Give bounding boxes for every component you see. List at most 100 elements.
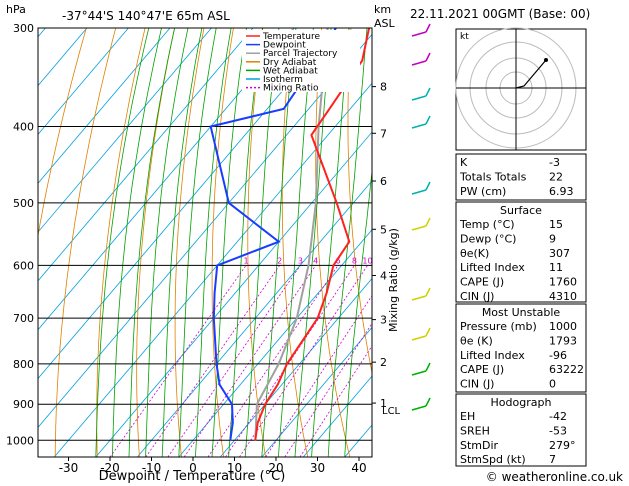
mixing-ratio-label: 2 (277, 256, 282, 265)
legend-label: Dewpoint (263, 41, 306, 51)
km-tick-label: 2 (380, 356, 387, 369)
km-tick-label: 8 (380, 81, 387, 94)
x-tick-label: -20 (100, 461, 120, 475)
dry-adiabat (174, 28, 205, 457)
pressure-tick-label: 500 (13, 197, 34, 210)
wet-adiabat (161, 28, 203, 457)
isotherm-line (178, 229, 372, 457)
mixing-ratio-label: 4 (313, 256, 318, 265)
temperature-line (254, 28, 371, 441)
plot-area: 1 2 3 4 6 8 10 15 20 25 (38, 16, 434, 457)
hodograph-table-value: -42 (549, 410, 567, 423)
x-tick-label: -10 (142, 461, 162, 475)
hodograph-point (544, 58, 548, 62)
hodograph-frame (455, 28, 587, 151)
surface-title: Surface (500, 204, 542, 217)
most-unstable-label: CAPE (J) (460, 363, 504, 376)
hodograph-table-value: 7 (549, 453, 556, 466)
index-label: K (460, 156, 468, 169)
km-tick-label: 1 (380, 397, 387, 410)
hodograph-trace (515, 59, 547, 89)
mixing-ratio-line (265, 294, 372, 457)
most-unstable-label: Lifted Index (460, 349, 525, 362)
x-tick-label: 30 (310, 461, 325, 475)
dry-adiabat (136, 28, 176, 457)
pressure-tick-label: 600 (13, 259, 34, 272)
surface-value: 1760 (549, 276, 577, 289)
surface-value: 4310 (549, 290, 577, 303)
km-tick-label: 3 (380, 314, 387, 327)
index-value: -3 (549, 156, 560, 169)
dry-adiabat (379, 16, 434, 457)
dry-adiabat (96, 28, 146, 457)
mixing-ratio-label: 20 (405, 256, 415, 265)
wind-barb (411, 87, 431, 101)
dry-adiabat (247, 28, 266, 457)
hodograph-table-label: StmDir (460, 439, 499, 452)
wind-barb (411, 287, 431, 301)
legend-box (242, 30, 360, 92)
wet-adiabat (128, 28, 176, 457)
surface-label: θe(K) (460, 247, 489, 260)
legend-label: Isotherm (263, 75, 303, 85)
isotherm-line (38, 28, 171, 184)
pressure-tick-label: 800 (13, 358, 34, 371)
wet-adiabat (311, 28, 350, 457)
dry-adiabat (281, 28, 309, 457)
surface-value: 11 (549, 261, 563, 274)
wind-barb (411, 397, 431, 411)
mixing-ratio-label: 8 (352, 256, 357, 265)
pressure-tick-label: 300 (13, 22, 34, 35)
wet-adiabat (294, 28, 332, 457)
wet-adiabat (344, 166, 372, 457)
mixing-ratio-line (183, 265, 317, 457)
mixing-ratio-line (225, 265, 355, 457)
wet-adiabat (95, 28, 150, 457)
km-tick-label: 7 (380, 127, 387, 140)
isotherm-line (136, 180, 372, 457)
wind-barb (411, 52, 431, 66)
wet-adiabat (244, 28, 280, 457)
wet-adiabat (278, 28, 314, 457)
index-tables: K -3 Totals Totals 22 PW (cm) 6.93 SurfaceTemp… (455, 153, 587, 467)
isotherm-line (38, 28, 46, 38)
most-unstable-value: 0 (549, 378, 556, 391)
surface-box (455, 201, 587, 303)
isotherm-line (38, 28, 212, 233)
index-value: 22 (549, 170, 563, 183)
mixing-ratio-line (109, 265, 247, 457)
mixing-ratio-label: 25 (419, 256, 429, 265)
wet-adiabat (178, 28, 217, 457)
isotherm-line (302, 375, 372, 457)
hodograph-kt-label: kt (460, 32, 469, 42)
legend-label: Wet Adiabat (263, 66, 318, 76)
isotherm-line (38, 28, 295, 331)
x-tick-label: 40 (351, 461, 366, 475)
isotherm-line (261, 326, 372, 457)
wind-barb (411, 23, 431, 37)
mixing-ratio-line (167, 265, 301, 457)
km-tick-label: 5 (380, 223, 387, 236)
dewpoint-line (209, 28, 337, 441)
x-tick-label: 10 (227, 461, 242, 475)
mixing-ratio-label: 6 (335, 256, 340, 265)
wet-adiabat (261, 28, 297, 457)
mixing-ratio-label: 10 (362, 256, 372, 265)
surface-value: 9 (549, 232, 556, 245)
dry-adiabat (211, 28, 234, 457)
index-label: PW (cm) (460, 185, 506, 198)
mixing-ratio-label: 3 (298, 256, 303, 265)
legend-label: Temperature (262, 32, 320, 42)
hodograph-table-title: Hodograph (491, 396, 552, 409)
x-tick-label: 0 (189, 461, 197, 475)
dry-adiabat (347, 28, 372, 375)
surface-label: Lifted Index (460, 261, 525, 274)
hodograph-table-value: -53 (549, 424, 567, 437)
wind-barb (411, 327, 431, 341)
km-tick-label: 4 (380, 269, 387, 282)
wet-adiabat (112, 28, 162, 457)
wind-barb (411, 115, 431, 129)
isotherm-line (38, 28, 337, 380)
